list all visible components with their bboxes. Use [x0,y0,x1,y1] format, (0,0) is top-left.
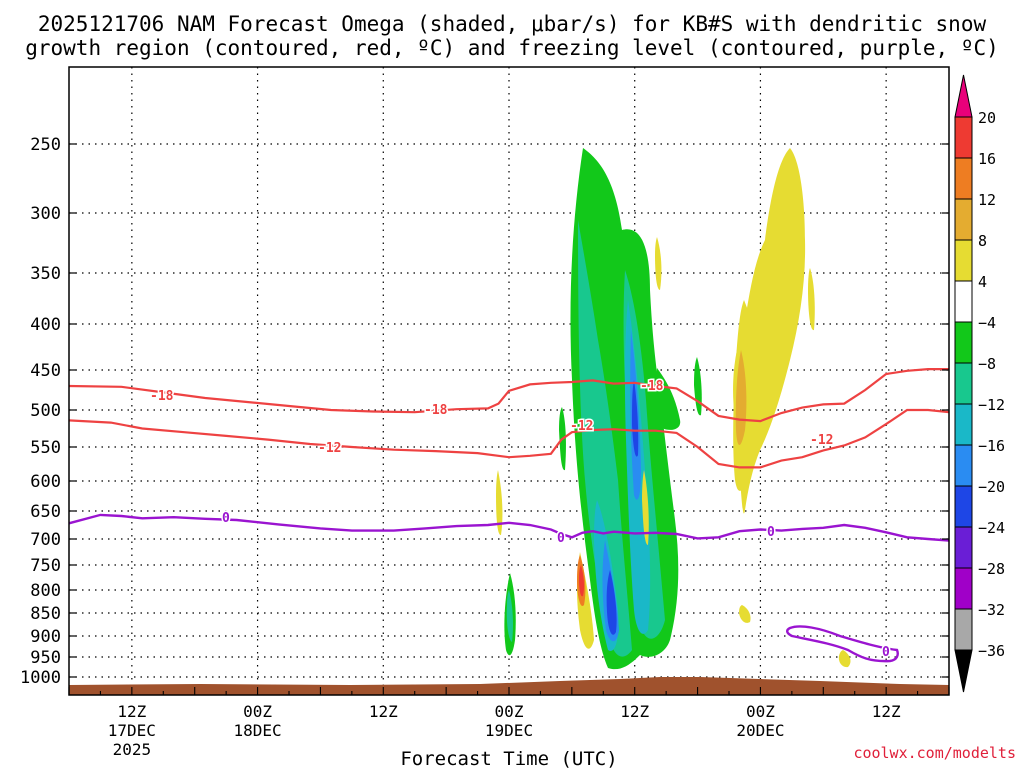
x-tick-label-66-line1: 00Z [746,702,775,721]
colorbar-segment-1 [954,157,973,200]
colorbar-label-7: −12 [978,396,1005,414]
y-tick-label-750: 750 [30,556,61,576]
colorbar-label-8: −16 [978,437,1005,455]
x-tick-label-78-line1: 12Z [872,702,901,721]
contour-label-zero-left: 0 [222,511,230,526]
y-axis: 250 300 350 400 450 500 550 600 650 700 750 800 850 9… [20,135,949,688]
colorbar-label-5: −4 [978,314,996,332]
omega-yellow-blob-2 [838,650,851,668]
contour-label-m12-mid: -12 [570,419,593,434]
terrain-ground [69,677,949,695]
omega-shading-upward [504,148,702,670]
y-tick-label-400: 400 [30,315,61,335]
colorbar-segment-11 [954,567,973,610]
dgz-minus18-contour [69,368,949,423]
y-tick-label-500: 500 [30,401,61,421]
chart-title-line2: growth region (contoured, red, ºC) and f… [25,36,999,60]
colorbar-label-2: 12 [978,191,996,209]
x-tick-label-18-line2: 18DEC [233,721,281,740]
omega-yellow-right-sliver [808,268,815,331]
x-tick-label-6-line3: 2025 [113,740,152,759]
colorbar-label-1: 16 [978,150,996,168]
contour-label-zero-closed: 0 [882,645,890,660]
x-tick-label-6-line1: 12Z [117,702,146,721]
colorbar-segment-6 [954,362,973,405]
colorbar-segment-10 [954,526,973,569]
omega-teal-region [578,220,632,657]
colorbar-label-9: −20 [978,478,1005,496]
y-tick-label-900: 900 [30,627,61,647]
x-tick-label-42-line1: 00Z [495,702,524,721]
colorbar-segment-7 [954,403,973,446]
freezing-level-contour [69,513,949,542]
x-axis-label: Forecast Time (UTC) [400,748,617,768]
omega-yellow-top-sliver [655,237,662,290]
y-tick-label-450: 450 [30,361,61,381]
x-tick-label-66-line2: 20DEC [736,721,784,740]
colorbar-label-10: −24 [978,519,1005,537]
x-tick-label-30-line1: 12Z [369,702,398,721]
colorbar-segment-12 [954,608,973,651]
colorbar-segment-0 [954,116,973,159]
freezing-level-closed-contour [786,625,899,663]
y-tick-label-600: 600 [30,472,61,492]
chart-title-line1: 2025121706 NAM Forecast Omega (shaded, μ… [38,12,987,36]
omega-orange-strip [735,350,747,445]
y-tick-label-800: 800 [30,581,61,601]
y-tick-label-550: 550 [30,438,61,458]
colorbar-label-11: −28 [978,560,1005,578]
contour-label-m18-left: -18 [150,389,174,404]
colorbar-bottom-arrow [954,649,973,693]
contour-label-m18-right: -18 [640,379,664,394]
omega-red-low [579,565,585,597]
y-tick-label-350: 350 [30,264,61,284]
omega-yellow-blob [739,605,751,623]
omega-teal-low [506,590,513,642]
contour-label-m18-mid: -18 [424,403,448,418]
contour-label-m12-left: -12 [318,441,341,456]
contour-label-zero-right: 0 [767,525,775,540]
grid-lines [69,67,949,695]
x-tick-label-54-line1: 12Z [620,702,649,721]
dgz-minus12-contour [69,408,949,469]
y-tick-label-850: 850 [30,604,61,624]
colorbar-segment-3 [954,239,973,282]
colorbar-segment-4 [954,280,973,323]
colorbar-top-arrow [954,74,973,118]
colorbar-label-13: −36 [978,642,1005,660]
credit-text: coolwx.com/modelts [853,744,1016,762]
colorbar-label-12: −32 [978,601,1005,619]
colorbar-segment-2 [954,198,973,241]
contour-label-m12-right: -12 [810,433,833,448]
y-tick-label-950: 950 [30,648,61,668]
omega-yellow-left-sliver [496,470,503,536]
omega-green-strip [655,368,681,430]
x-tick-label-42-line2: 19DEC [485,721,533,740]
omega-dark-blue-core [606,570,617,635]
y-tick-label-300: 300 [30,204,61,224]
colorbar-label-3: 8 [978,232,987,250]
x-tick-label-6-line2: 17DEC [108,721,156,740]
omega-yellow-sliver-3 [642,470,649,545]
omega-dark-blue-core-2 [632,380,639,457]
colorbar-segment-5 [954,321,973,364]
colorbar-label-6: −8 [978,355,996,373]
contour-label-zero-mid: 0 [557,531,565,546]
colorbar-segment-9 [954,485,973,528]
y-tick-label-700: 700 [30,530,61,550]
colorbar-segment-8 [954,444,973,487]
colorbar-label-0: 20 [978,109,996,127]
y-tick-label-1000: 1000 [20,668,61,688]
x-tick-label-18-line1: 00Z [243,702,272,721]
omega-shading-downward [496,148,851,668]
color-bar: 20 16 12 8 4 −4 −8 −12 −16 −20 −24 −28 −32 −36 [954,74,1005,693]
y-tick-label-250: 250 [30,135,61,155]
colorbar-label-4: 4 [978,273,987,291]
y-tick-label-650: 650 [30,502,61,522]
